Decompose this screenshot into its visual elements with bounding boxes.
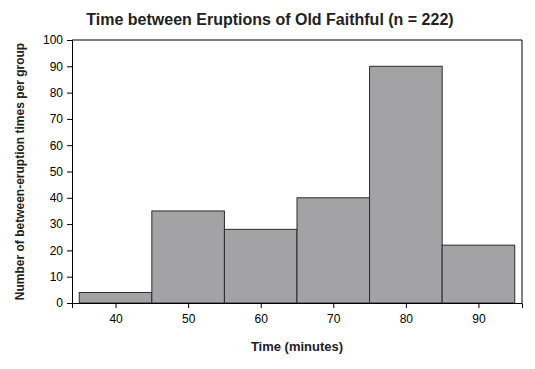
y-tick-mark (67, 172, 72, 173)
y-tick: 100 (43, 33, 72, 47)
y-tick: 40 (50, 191, 72, 205)
x-tick: 90 (472, 303, 486, 326)
chart: 40 50 60 70 80 90 0 10 20 30 40 50 60 70 80 90 100 Time b… (0, 0, 535, 369)
x-tick-mark (261, 303, 262, 308)
x-tick: 70 (327, 303, 341, 326)
y-tick: 50 (50, 165, 72, 179)
x-axis-title: Time (minutes) (251, 339, 343, 354)
x-tick-label: 90 (472, 312, 486, 326)
y-tick-mark (67, 303, 72, 304)
bar (79, 292, 152, 303)
y-tick-mark (67, 250, 72, 251)
x-axis: 40 50 60 70 80 90 (73, 303, 523, 326)
y-tick-label: 50 (50, 165, 64, 179)
y-tick-mark (67, 224, 72, 225)
x-tick-label: 50 (182, 312, 196, 326)
y-tick-label: 60 (50, 139, 64, 153)
x-tick-label: 80 (400, 312, 414, 326)
y-tick-label: 0 (56, 296, 63, 310)
y-tick-label: 90 (50, 60, 64, 74)
title: Time between Eruptions of Old Faithful (… (86, 11, 453, 28)
y-tick-mark (67, 40, 72, 41)
y-tick-label: 10 (50, 270, 64, 284)
bar (297, 198, 370, 303)
y-tick-label: 20 (50, 244, 64, 258)
y-tick-mark (67, 66, 72, 67)
x-tick: 80 (400, 303, 414, 326)
bars (79, 66, 514, 303)
x-tick-label: 60 (255, 312, 269, 326)
bar (442, 245, 515, 303)
y-tick: 90 (50, 60, 72, 74)
x-tick-label: 40 (109, 312, 123, 326)
x-tick-mark (406, 303, 407, 308)
bar (152, 211, 225, 303)
x-tick: 40 (109, 303, 123, 326)
y-axis: 0 10 20 30 40 50 60 70 80 90 100 (43, 33, 73, 310)
y-tick: 20 (50, 244, 72, 258)
bar (224, 229, 297, 303)
bar (370, 66, 443, 303)
plot: 40 50 60 70 80 90 0 10 20 30 40 50 60 70 80 90 100 (43, 33, 523, 325)
x-tick-mark (116, 303, 117, 308)
y-tick: 30 (50, 217, 72, 231)
y-tick-mark (67, 119, 72, 120)
y-tick-mark (67, 277, 72, 278)
y-tick-mark (67, 145, 72, 146)
y-tick-mark (67, 93, 72, 94)
plot-frame (72, 40, 522, 41)
y-axis-title: Number of between-eruption times per gro… (13, 43, 27, 300)
y-tick: 60 (50, 139, 72, 153)
y-axis-line (67, 41, 73, 304)
x-tick: 60 (255, 303, 269, 326)
y-tick: 70 (50, 112, 72, 126)
x-tick-mark (478, 303, 479, 308)
y-tick-label: 70 (50, 112, 64, 126)
y-tick: 0 (56, 296, 72, 310)
y-tick: 80 (50, 86, 72, 100)
plot-frame (522, 40, 523, 303)
x-axis-line (73, 304, 523, 309)
y-tick-label: 40 (50, 191, 64, 205)
y-tick-label: 30 (50, 217, 64, 231)
x-tick-mark (188, 303, 189, 308)
y-tick-mark (67, 198, 72, 199)
x-tick-label: 70 (327, 312, 341, 326)
x-tick-mark (333, 303, 334, 308)
y-tick: 10 (50, 270, 72, 284)
y-tick-label: 80 (50, 86, 64, 100)
x-tick: 50 (182, 303, 196, 326)
y-tick-label: 100 (43, 33, 63, 47)
